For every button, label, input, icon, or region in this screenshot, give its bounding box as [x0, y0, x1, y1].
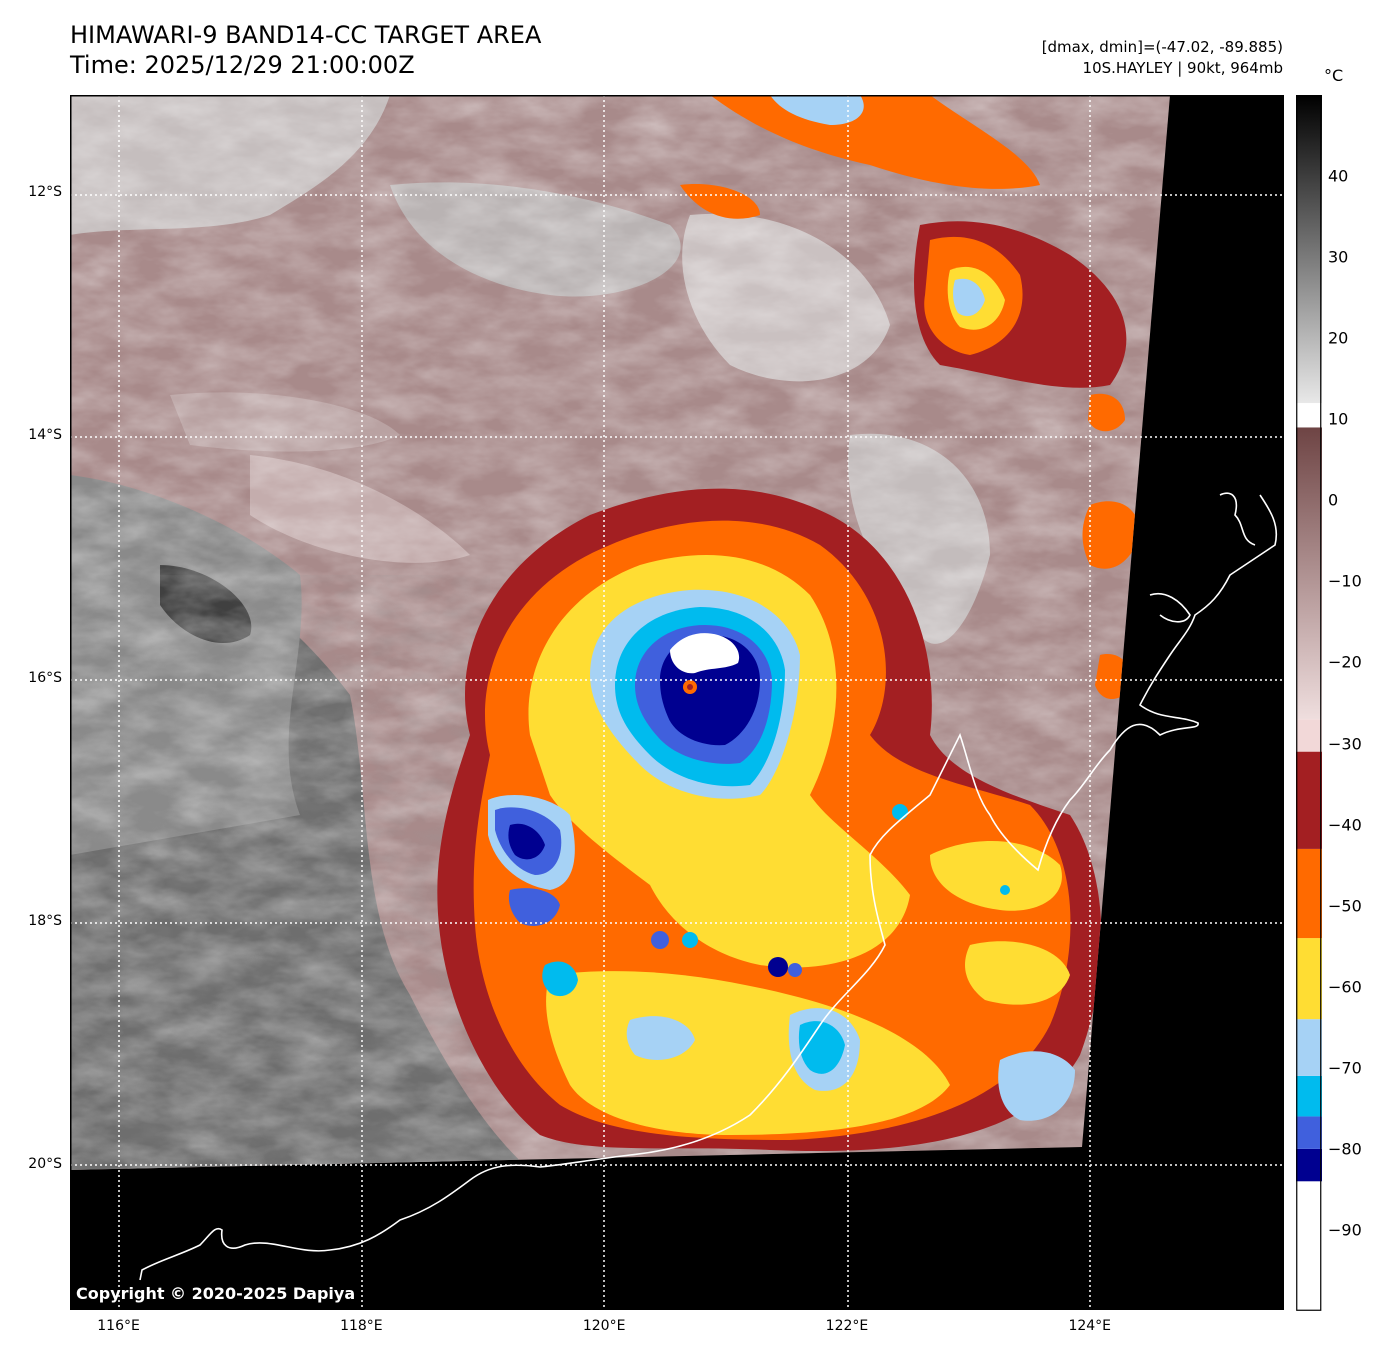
colorbar-tick-label: 20 — [1328, 328, 1349, 348]
colorbar-tick-label: 0 — [1328, 490, 1339, 510]
colorbar — [1296, 95, 1322, 1311]
colorbar-band — [1296, 95, 1322, 404]
colorbar-tick-label: −30 — [1328, 734, 1362, 754]
colorbar-tick-label: −70 — [1328, 1058, 1362, 1078]
colorbar-tick-label: −80 — [1328, 1139, 1362, 1159]
coldest-tops — [670, 633, 740, 674]
colorbar-tick-label: −10 — [1328, 571, 1362, 591]
colorbar-band — [1296, 751, 1322, 849]
storm-info: [dmax, dmin]=(-47.02, -89.885) 10S.HAYLE… — [1042, 37, 1283, 79]
lat-tick-label: 14°S — [28, 427, 62, 444]
colorbar-band — [1296, 1116, 1322, 1149]
colorbar-tick-label: 10 — [1328, 409, 1349, 429]
colorbar-tick-label: −90 — [1328, 1220, 1362, 1240]
copyright-label: Copyright © 2020-2025 Dapiya — [76, 1284, 356, 1303]
dmax-dmin-label: [dmax, dmin]=(-47.02, -89.885) — [1041, 38, 1283, 56]
lon-tick-label: 124°E — [1068, 1318, 1112, 1334]
lat-tick-label: 18°S — [28, 913, 62, 930]
lat-tick-label: 20°S — [28, 1156, 62, 1173]
colorbar-band — [1296, 719, 1322, 752]
lon-tick-label: 122°E — [825, 1318, 869, 1334]
map-frame — [70, 95, 1284, 1310]
lat-tick-label: 16°S — [28, 670, 62, 687]
map-gridlines — [70, 95, 1284, 1310]
colorbar-band — [1296, 1075, 1322, 1117]
colorbar-tick-label: −50 — [1328, 896, 1362, 916]
satellite-map — [70, 95, 1284, 1310]
colorbar-unit-label: °C — [1324, 66, 1344, 85]
title-line-1: HIMAWARI-9 BAND14-CC TARGET AREA — [70, 21, 542, 49]
colorbar-band — [1296, 427, 1322, 720]
colorbar-tick-label: 30 — [1328, 247, 1349, 267]
colorbar-tick-label: −60 — [1328, 977, 1362, 997]
storm-name-label: 10S.HAYLEY | 90kt, 964mb — [1082, 59, 1283, 77]
title-line-2: Time: 2025/12/29 21:00:00Z — [70, 51, 415, 79]
colorbar-tick-label: 40 — [1328, 166, 1349, 186]
lon-tick-label: 118°E — [340, 1318, 383, 1334]
colorbar-tick-label: −20 — [1328, 652, 1362, 672]
colorbar-band — [1296, 848, 1322, 939]
lat-tick-label: 12°S — [28, 184, 62, 201]
lon-tick-label: 120°E — [582, 1318, 626, 1334]
colorbar-bands — [1296, 95, 1322, 1311]
coastline — [139, 492, 1278, 1281]
colorbar-band — [1296, 1019, 1322, 1076]
colorbar-band — [1296, 1181, 1322, 1311]
colorbar-band — [1296, 1148, 1322, 1182]
chart-title: HIMAWARI-9 BAND14-CC TARGET AREA Time: 2… — [70, 20, 541, 80]
lon-tick-label: 116°E — [97, 1318, 140, 1334]
colorbar-band — [1296, 938, 1322, 1020]
colorbar-band — [1296, 403, 1322, 428]
colorbar-tick-label: −40 — [1328, 815, 1362, 835]
